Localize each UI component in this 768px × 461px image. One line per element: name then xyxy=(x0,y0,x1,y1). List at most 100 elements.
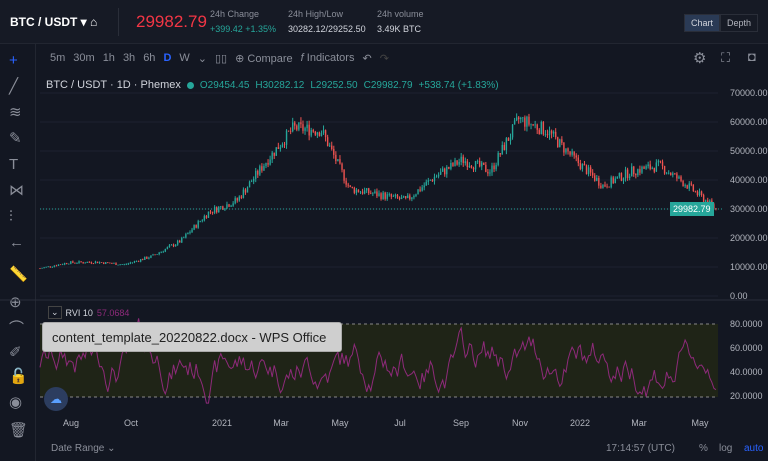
candle-body xyxy=(234,198,236,204)
interval-d[interactable]: D xyxy=(163,52,172,64)
candle-body xyxy=(639,169,641,173)
x-tick-label: Jul xyxy=(394,418,406,428)
compare-button[interactable]: ⊕ Compare xyxy=(235,52,293,65)
candle-body xyxy=(300,122,302,125)
candle-body xyxy=(113,263,115,264)
candle-body xyxy=(713,204,715,209)
pair-selector[interactable]: BTC / USDT ▾ ⌂ xyxy=(10,15,98,29)
measure-icon[interactable]: ⫶ xyxy=(9,208,13,225)
fullscreen-icon[interactable]: ⛶ xyxy=(721,50,731,65)
candle-body xyxy=(135,260,138,262)
candle-body xyxy=(692,184,695,192)
undo-icon[interactable]: ↶ xyxy=(362,52,372,65)
favorite-icon[interactable]: ⌂ xyxy=(90,15,98,29)
interval-w[interactable]: W xyxy=(179,52,190,64)
pattern-icon[interactable]: ⋈ xyxy=(9,182,24,199)
camera-icon[interactable]: ◘ xyxy=(748,49,756,64)
window-tooltip: content_template_20220822.docx - WPS Off… xyxy=(42,322,342,352)
candle-body xyxy=(431,180,434,182)
candle-body xyxy=(39,268,41,270)
candle-body xyxy=(277,147,280,149)
trendline-icon[interactable]: ╱ xyxy=(9,78,19,95)
settings-icon[interactable]: ⚙ xyxy=(693,50,707,67)
candle-body xyxy=(680,176,682,182)
candle-body xyxy=(343,169,345,181)
interval-6h[interactable]: 6h xyxy=(143,52,156,64)
candle-body xyxy=(509,137,512,141)
candle-body xyxy=(372,193,374,194)
ohlc-change: +538.74 (+1.83%) xyxy=(418,79,499,91)
ruler-icon[interactable]: 📏 xyxy=(9,266,28,283)
chevron-down-icon[interactable]: ⌄ xyxy=(197,52,207,65)
candle-body xyxy=(624,169,627,179)
interval-30m[interactable]: 30m xyxy=(73,52,95,64)
candle-body xyxy=(115,263,117,265)
trash-icon[interactable]: 🗑 xyxy=(9,422,29,439)
candle-body xyxy=(423,185,425,188)
candle-body xyxy=(474,161,477,170)
indicators-button[interactable]: f Indicators xyxy=(300,52,355,64)
candle-body xyxy=(146,257,148,259)
app-logo-icon[interactable]: ☁ xyxy=(44,387,68,411)
candle-body xyxy=(429,180,432,181)
visibility-icon[interactable]: ◉ xyxy=(9,394,23,411)
collapse-icon[interactable]: ⌄ xyxy=(48,306,62,319)
unlock-icon[interactable]: 🔓 xyxy=(9,368,28,385)
date-range-button[interactable]: Date Range ⌄ xyxy=(51,443,116,454)
candle-body xyxy=(520,118,522,120)
percent-toggle[interactable]: % xyxy=(699,443,708,454)
candle-body xyxy=(452,162,454,166)
candle-body xyxy=(285,130,288,145)
candle-body xyxy=(657,160,660,163)
candle-body xyxy=(583,163,586,166)
candle-body xyxy=(433,176,436,182)
candle-body xyxy=(690,183,692,185)
candle-body xyxy=(493,165,495,170)
candle-body xyxy=(144,257,146,260)
header: BTC / USDT ▾ ⌂ 29982.79 24h Change +399.4… xyxy=(0,0,768,44)
lock-drawing-icon[interactable]: ✐ xyxy=(9,344,22,361)
candle-type-icon[interactable]: ▯▯ xyxy=(215,52,228,65)
y-tick-label: 60000.00 xyxy=(730,117,768,127)
candle-body xyxy=(388,193,390,195)
zoom-in-icon[interactable]: ⊕ xyxy=(9,294,22,311)
candle-body xyxy=(107,262,109,263)
candle-body xyxy=(363,190,366,194)
candle-body xyxy=(162,251,164,253)
interval-3h[interactable]: 3h xyxy=(122,52,136,64)
magnet-icon[interactable]: ⌒ xyxy=(9,320,25,337)
candle-body xyxy=(563,142,565,153)
candle-body xyxy=(191,229,193,233)
candle-body xyxy=(495,164,497,170)
candle-body xyxy=(620,173,623,181)
candle-body xyxy=(96,261,99,264)
candle-body xyxy=(518,117,520,120)
candle-body xyxy=(626,169,629,178)
interval-5m[interactable]: 5m xyxy=(50,52,66,64)
candle-body xyxy=(575,155,577,158)
redo-icon[interactable]: ↷ xyxy=(379,52,389,65)
fib-icon[interactable]: ≋ xyxy=(9,104,22,121)
candle-body xyxy=(43,267,45,269)
text-icon[interactable]: T xyxy=(9,156,19,173)
candle-body xyxy=(678,176,680,179)
candle-body xyxy=(612,177,614,184)
candle-body xyxy=(437,174,440,177)
candle-body xyxy=(448,166,450,169)
crosshair-icon[interactable]: + xyxy=(9,52,18,69)
candle-body xyxy=(205,216,208,218)
auto-toggle[interactable]: auto xyxy=(744,443,764,454)
log-toggle[interactable]: log xyxy=(719,443,733,454)
candle-body xyxy=(376,191,378,197)
back-arrow-icon[interactable]: ← xyxy=(9,234,24,251)
rvi-line xyxy=(39,318,717,404)
ohlc-open: O29454.45 xyxy=(199,79,250,91)
brush-icon[interactable]: ✎ xyxy=(9,130,22,147)
candle-body xyxy=(345,180,347,185)
tab-depth[interactable]: Depth xyxy=(719,14,758,32)
candle-body xyxy=(534,124,536,126)
interval-1h[interactable]: 1h xyxy=(102,52,115,64)
tab-chart[interactable]: Chart xyxy=(683,14,720,32)
candle-body xyxy=(511,124,514,138)
